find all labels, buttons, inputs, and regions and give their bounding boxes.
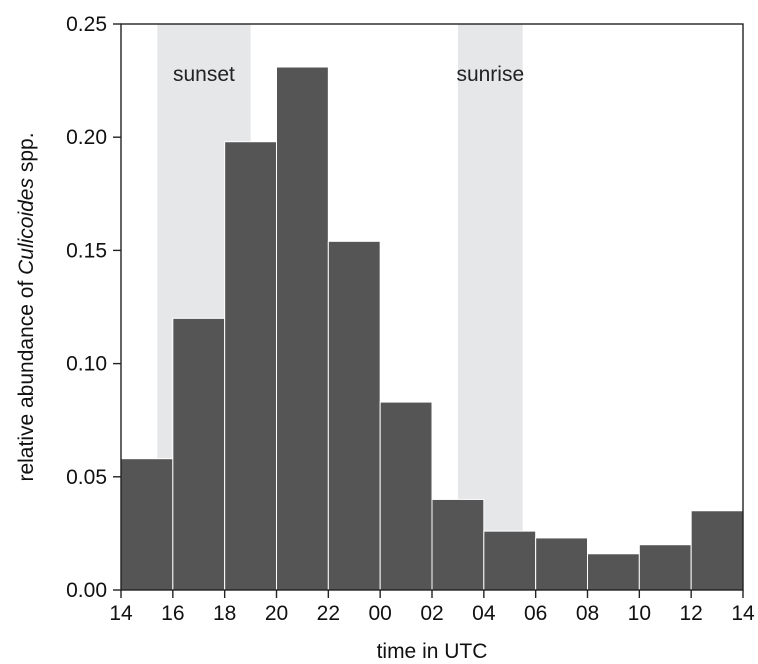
y-axis-label-prefix: relative abundance of [15,275,38,482]
x-tick-label: 08 [576,602,599,625]
x-axis-label: time in UTC [377,640,488,663]
x-tick-label: 22 [317,602,340,625]
x-tick-label: 06 [524,602,547,625]
y-axis-label-genus: Culicoides [15,178,38,275]
bar-7 [483,530,537,591]
bar-9 [587,553,640,591]
x-tick-label: 16 [161,602,184,625]
bar-6 [431,498,485,591]
x-tick-label: 14 [109,602,133,625]
y-axis-label-suffix: spp. [15,132,38,178]
x-tick-label: 10 [628,602,651,625]
x-tick-label: 00 [368,602,391,625]
x-tick-label: 14 [731,602,755,625]
x-tick-label: 12 [679,602,702,625]
histogram-bars [120,66,744,591]
x-tick-label: 18 [213,602,236,625]
band-label-sunrise: sunrise [456,63,524,86]
bar-11 [690,510,744,591]
y-tick-label: 0.00 [66,579,107,602]
y-tick-label: 0.15 [66,239,107,262]
bar-5 [379,401,433,591]
bar-2 [224,141,278,591]
band-sunrise [457,24,523,590]
y-tick-label: 0.05 [66,466,107,489]
bar-8 [535,537,589,591]
bar-3 [276,66,329,591]
bar-0 [120,458,174,591]
x-tick-label: 04 [472,602,496,625]
x-tick-label: 02 [420,602,443,625]
x-tick-label: 20 [265,602,288,625]
x-axis: 14 16 18 20 22 00 02 04 06 08 10 12 14 [109,590,755,625]
y-tick-label: 0.10 [66,353,107,376]
bar-1 [172,317,226,591]
bar-4 [327,240,381,591]
y-tick-label: 0.20 [66,126,107,149]
y-axis: 0.00 0.05 0.10 0.15 0.20 0.25 [66,13,121,602]
y-axis-label: relative abundance of Culicoides spp. [15,132,38,481]
bar-10 [638,544,692,591]
band-label-sunset: sunset [173,63,235,86]
y-tick-label: 0.25 [66,13,107,36]
